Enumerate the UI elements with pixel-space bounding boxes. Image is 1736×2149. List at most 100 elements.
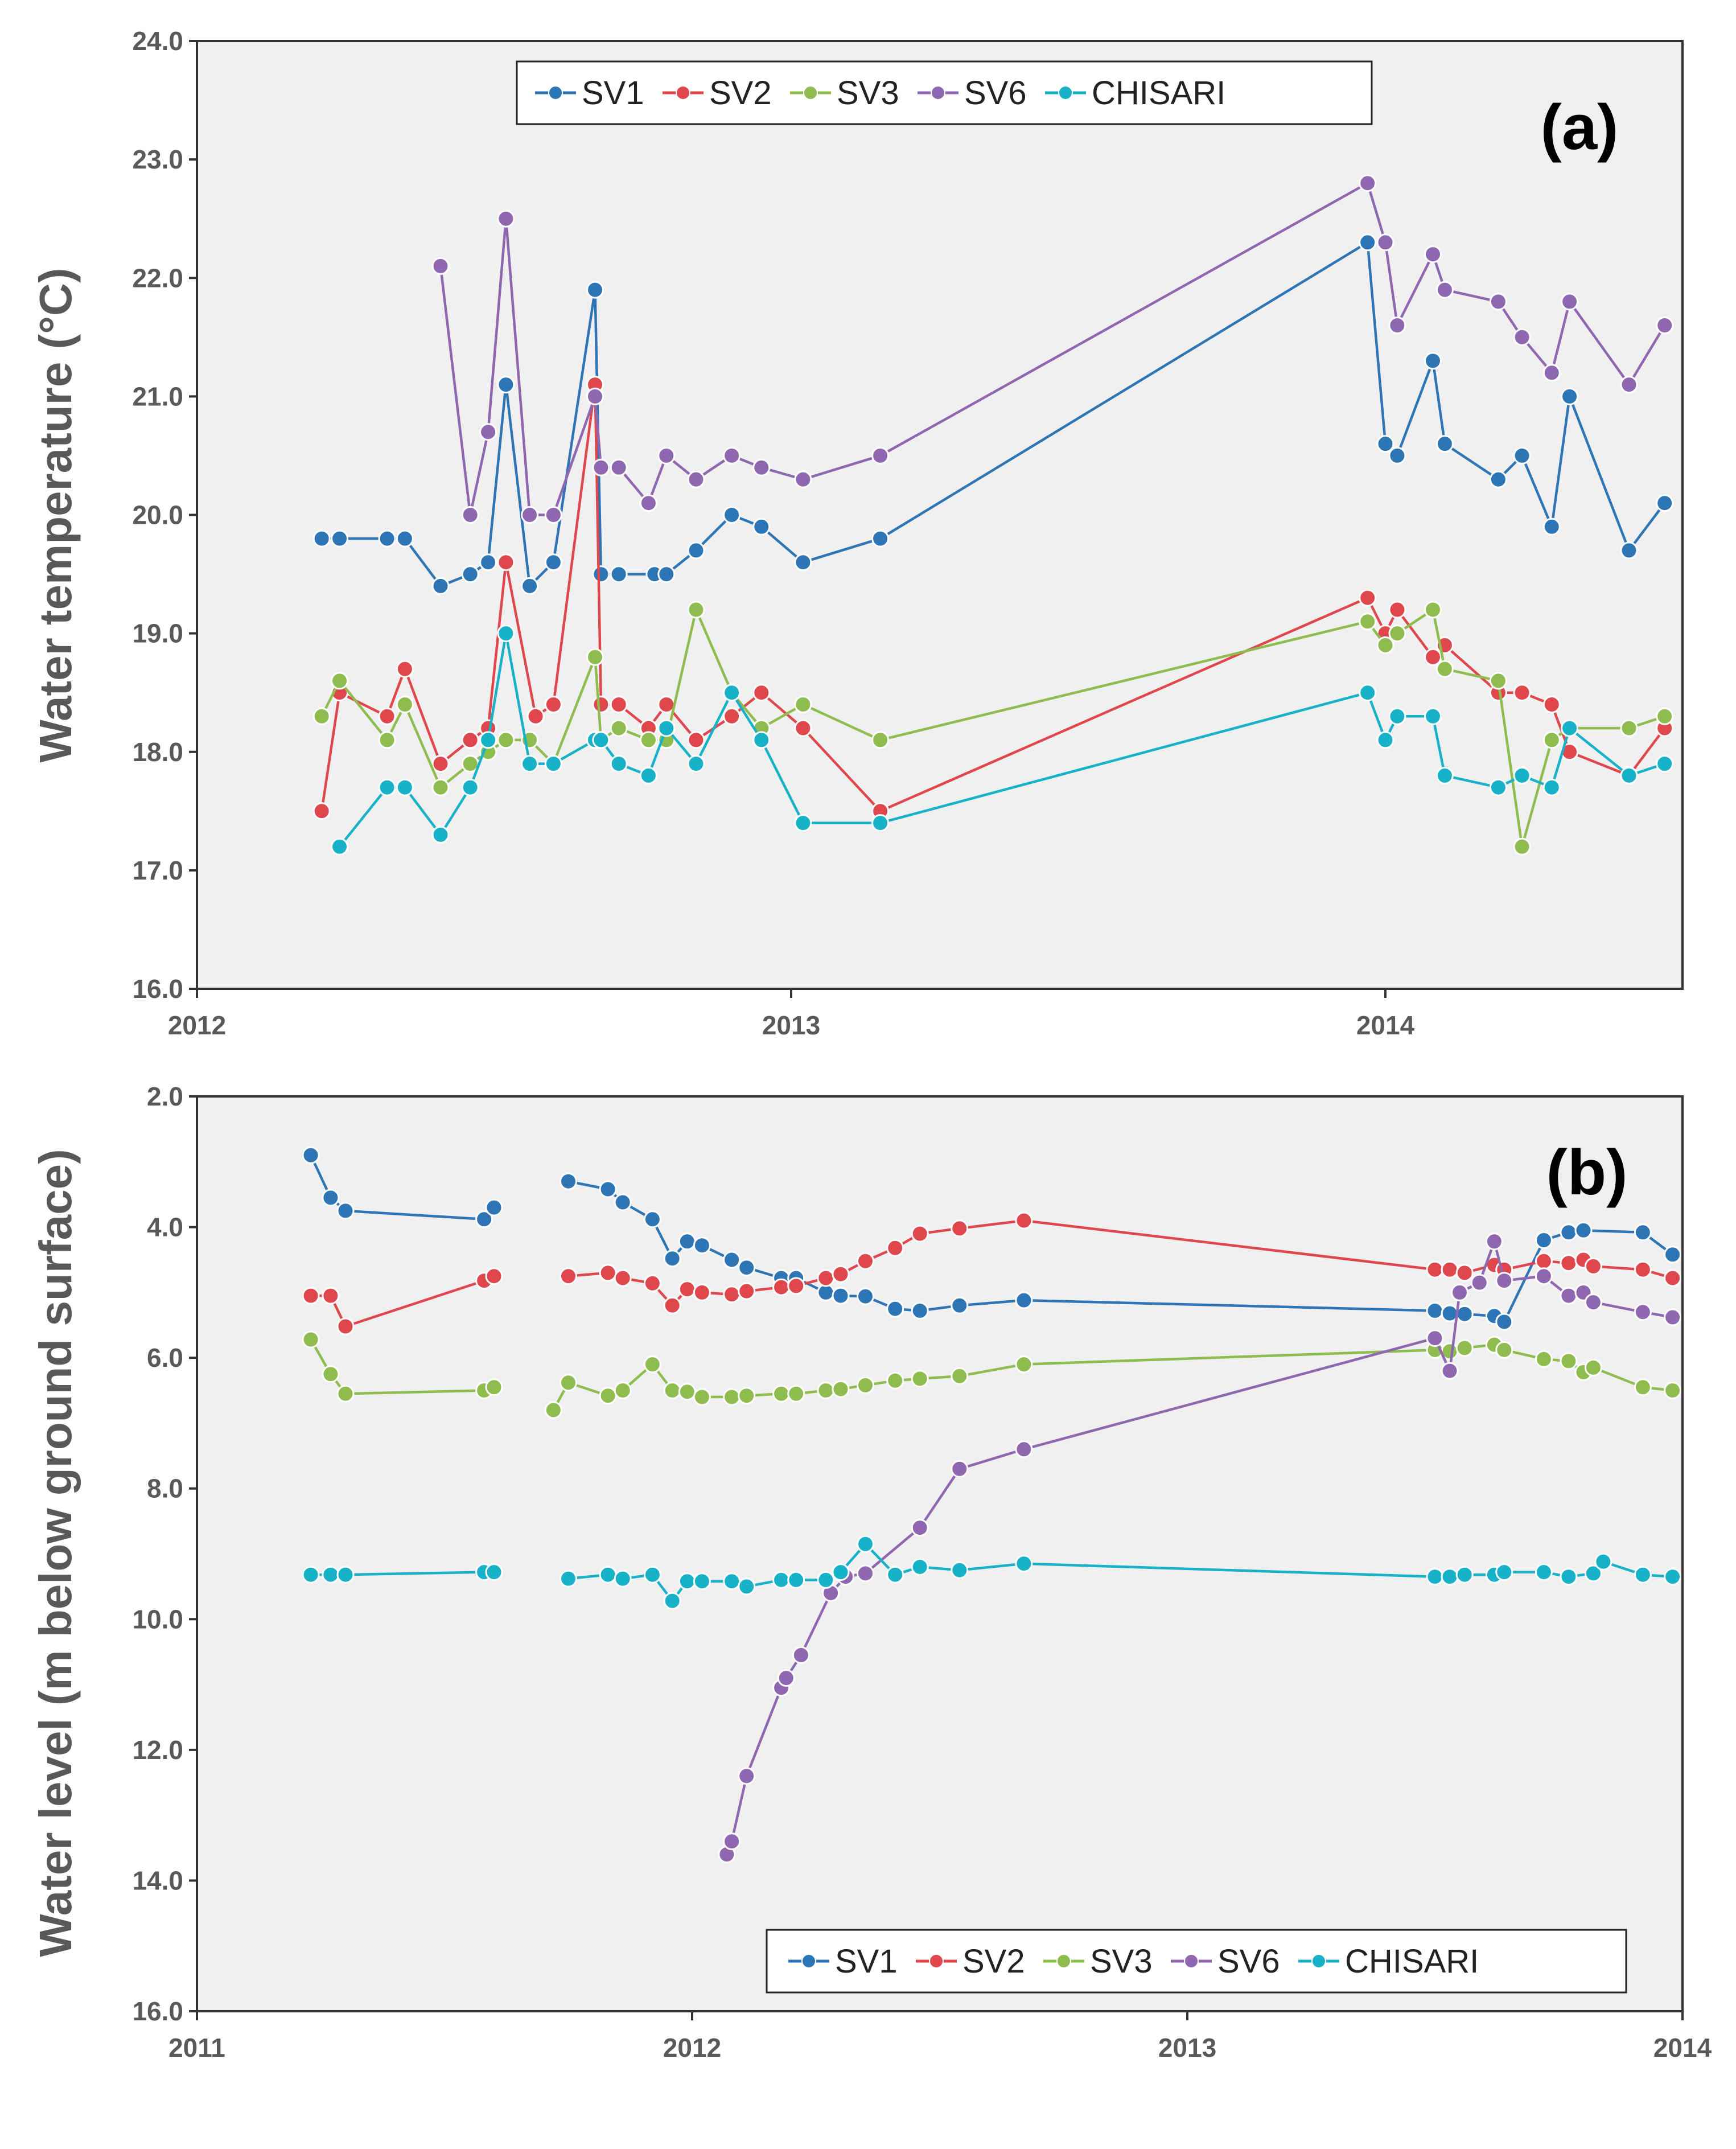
data-point-chisari [832, 1563, 850, 1581]
series-sv1 [312, 233, 1674, 595]
data-point-sv3 [336, 1384, 355, 1403]
series-sv1 [302, 1146, 1682, 1331]
legend-item-chisari: CHISARI [1298, 1943, 1479, 1980]
data-point-chisari [723, 1572, 741, 1591]
data-point-sv2 [787, 1277, 805, 1295]
data-point-sv2 [1664, 1269, 1682, 1287]
data-point-sv1 [485, 1198, 503, 1217]
data-point-sv3 [787, 1384, 805, 1403]
y-tick-label: 12.0 [132, 1735, 183, 1765]
series-chisari [331, 624, 1674, 856]
data-point-chisari [1435, 766, 1454, 784]
data-point-sv2 [322, 1287, 340, 1305]
data-point-sv6 [1561, 293, 1579, 311]
data-point-sv1 [599, 1180, 617, 1198]
data-point-sv3 [1620, 719, 1638, 737]
data-point-chisari [886, 1565, 904, 1584]
data-point-sv1 [592, 565, 610, 584]
series-group-b [302, 1146, 1682, 1863]
data-point-sv3 [544, 1401, 562, 1419]
data-point-chisari [1561, 719, 1579, 737]
y-tick-label: 24.0 [132, 26, 183, 56]
data-point-sv1 [723, 506, 741, 524]
data-point-chisari [1584, 1564, 1602, 1583]
data-point-sv2 [302, 1287, 320, 1305]
data-point-sv1 [1359, 233, 1377, 252]
data-point-sv3 [302, 1330, 320, 1349]
data-point-sv3 [610, 719, 628, 737]
data-point-sv1 [302, 1146, 320, 1164]
data-point-sv6 [723, 446, 741, 465]
data-point-sv1 [1495, 1313, 1513, 1331]
data-point-sv2 [614, 1269, 632, 1287]
legend-label-sv3: SV3 [837, 75, 899, 112]
data-point-sv1 [431, 577, 450, 595]
legend-label-sv1: SV1 [582, 75, 644, 112]
data-point-sv1 [1376, 435, 1394, 453]
data-point-sv2 [1535, 1252, 1553, 1270]
data-point-sv6 [1656, 317, 1674, 334]
legend-item-sv3: SV3 [790, 75, 899, 112]
series-sv2 [302, 1211, 1682, 1336]
data-point-sv1 [794, 553, 812, 572]
data-point-chisari [871, 814, 890, 832]
data-point-chisari [1664, 1568, 1682, 1586]
data-point-sv6 [687, 470, 705, 488]
data-point-sv6 [1664, 1308, 1682, 1326]
data-point-sv6 [1426, 1329, 1444, 1347]
data-point-chisari [663, 1592, 681, 1610]
data-point-sv3 [1560, 1352, 1578, 1370]
data-point-chisari [544, 755, 562, 773]
data-point-sv3 [614, 1382, 632, 1399]
x-tick-label: 2013 [1158, 2033, 1216, 2062]
data-point-sv6 [639, 494, 657, 512]
y-axis-label-b: Water level (m below ground surface) [30, 1149, 81, 1957]
data-point-sv6 [1495, 1272, 1513, 1290]
data-point-sv6 [738, 1767, 756, 1785]
data-point-sv2 [1359, 589, 1377, 607]
data-point-sv2 [1426, 1260, 1444, 1279]
data-point-sv3 [485, 1378, 503, 1396]
data-point-chisari [485, 1563, 503, 1581]
data-point-sv2 [1634, 1260, 1652, 1279]
data-point-sv3 [560, 1374, 577, 1392]
data-point-chisari [1495, 1563, 1513, 1581]
data-point-sv6 [1359, 174, 1377, 192]
data-point-sv2 [1388, 601, 1406, 619]
data-point-sv1 [614, 1193, 632, 1211]
legend-label-sv6: SV6 [964, 75, 1027, 112]
data-point-sv2 [544, 696, 562, 713]
data-point-sv2 [1015, 1211, 1033, 1230]
data-point-sv3 [723, 1388, 741, 1406]
data-point-sv6 [1388, 317, 1406, 334]
data-point-sv2 [1542, 696, 1561, 713]
data-point-sv6 [1435, 281, 1454, 299]
legend-entries-a: SV1 SV2 SV3 SV6 CHISARI [535, 75, 1225, 112]
data-point-sv2 [752, 684, 771, 702]
panel-label-a: (a) [1541, 92, 1619, 163]
data-point-sv2 [599, 1264, 617, 1282]
legend-marker-sv2 [676, 85, 690, 100]
data-point-sv6 [911, 1519, 929, 1537]
data-point-sv1 [610, 565, 628, 584]
data-point-sv2 [678, 1280, 696, 1299]
data-point-sv1 [752, 517, 771, 536]
data-point-sv1 [1388, 446, 1406, 465]
y-tick-label: 21.0 [132, 381, 183, 411]
y-tick-label: 19.0 [132, 619, 183, 648]
data-point-sv2 [1560, 1254, 1578, 1272]
data-point-chisari [787, 1571, 805, 1589]
data-point-chisari [521, 755, 539, 773]
legend-item-sv6: SV6 [918, 75, 1027, 112]
data-point-sv3 [1376, 636, 1394, 654]
data-point-sv1 [1015, 1291, 1033, 1309]
data-point-chisari [599, 1565, 617, 1584]
data-point-sv6 [1015, 1440, 1033, 1458]
legend-item-sv2: SV2 [663, 75, 772, 112]
data-point-sv3 [1359, 613, 1377, 631]
data-point-chisari [1513, 766, 1531, 784]
data-point-sv6 [1489, 293, 1507, 311]
data-point-sv6 [610, 458, 628, 476]
data-point-sv1 [1574, 1221, 1593, 1239]
